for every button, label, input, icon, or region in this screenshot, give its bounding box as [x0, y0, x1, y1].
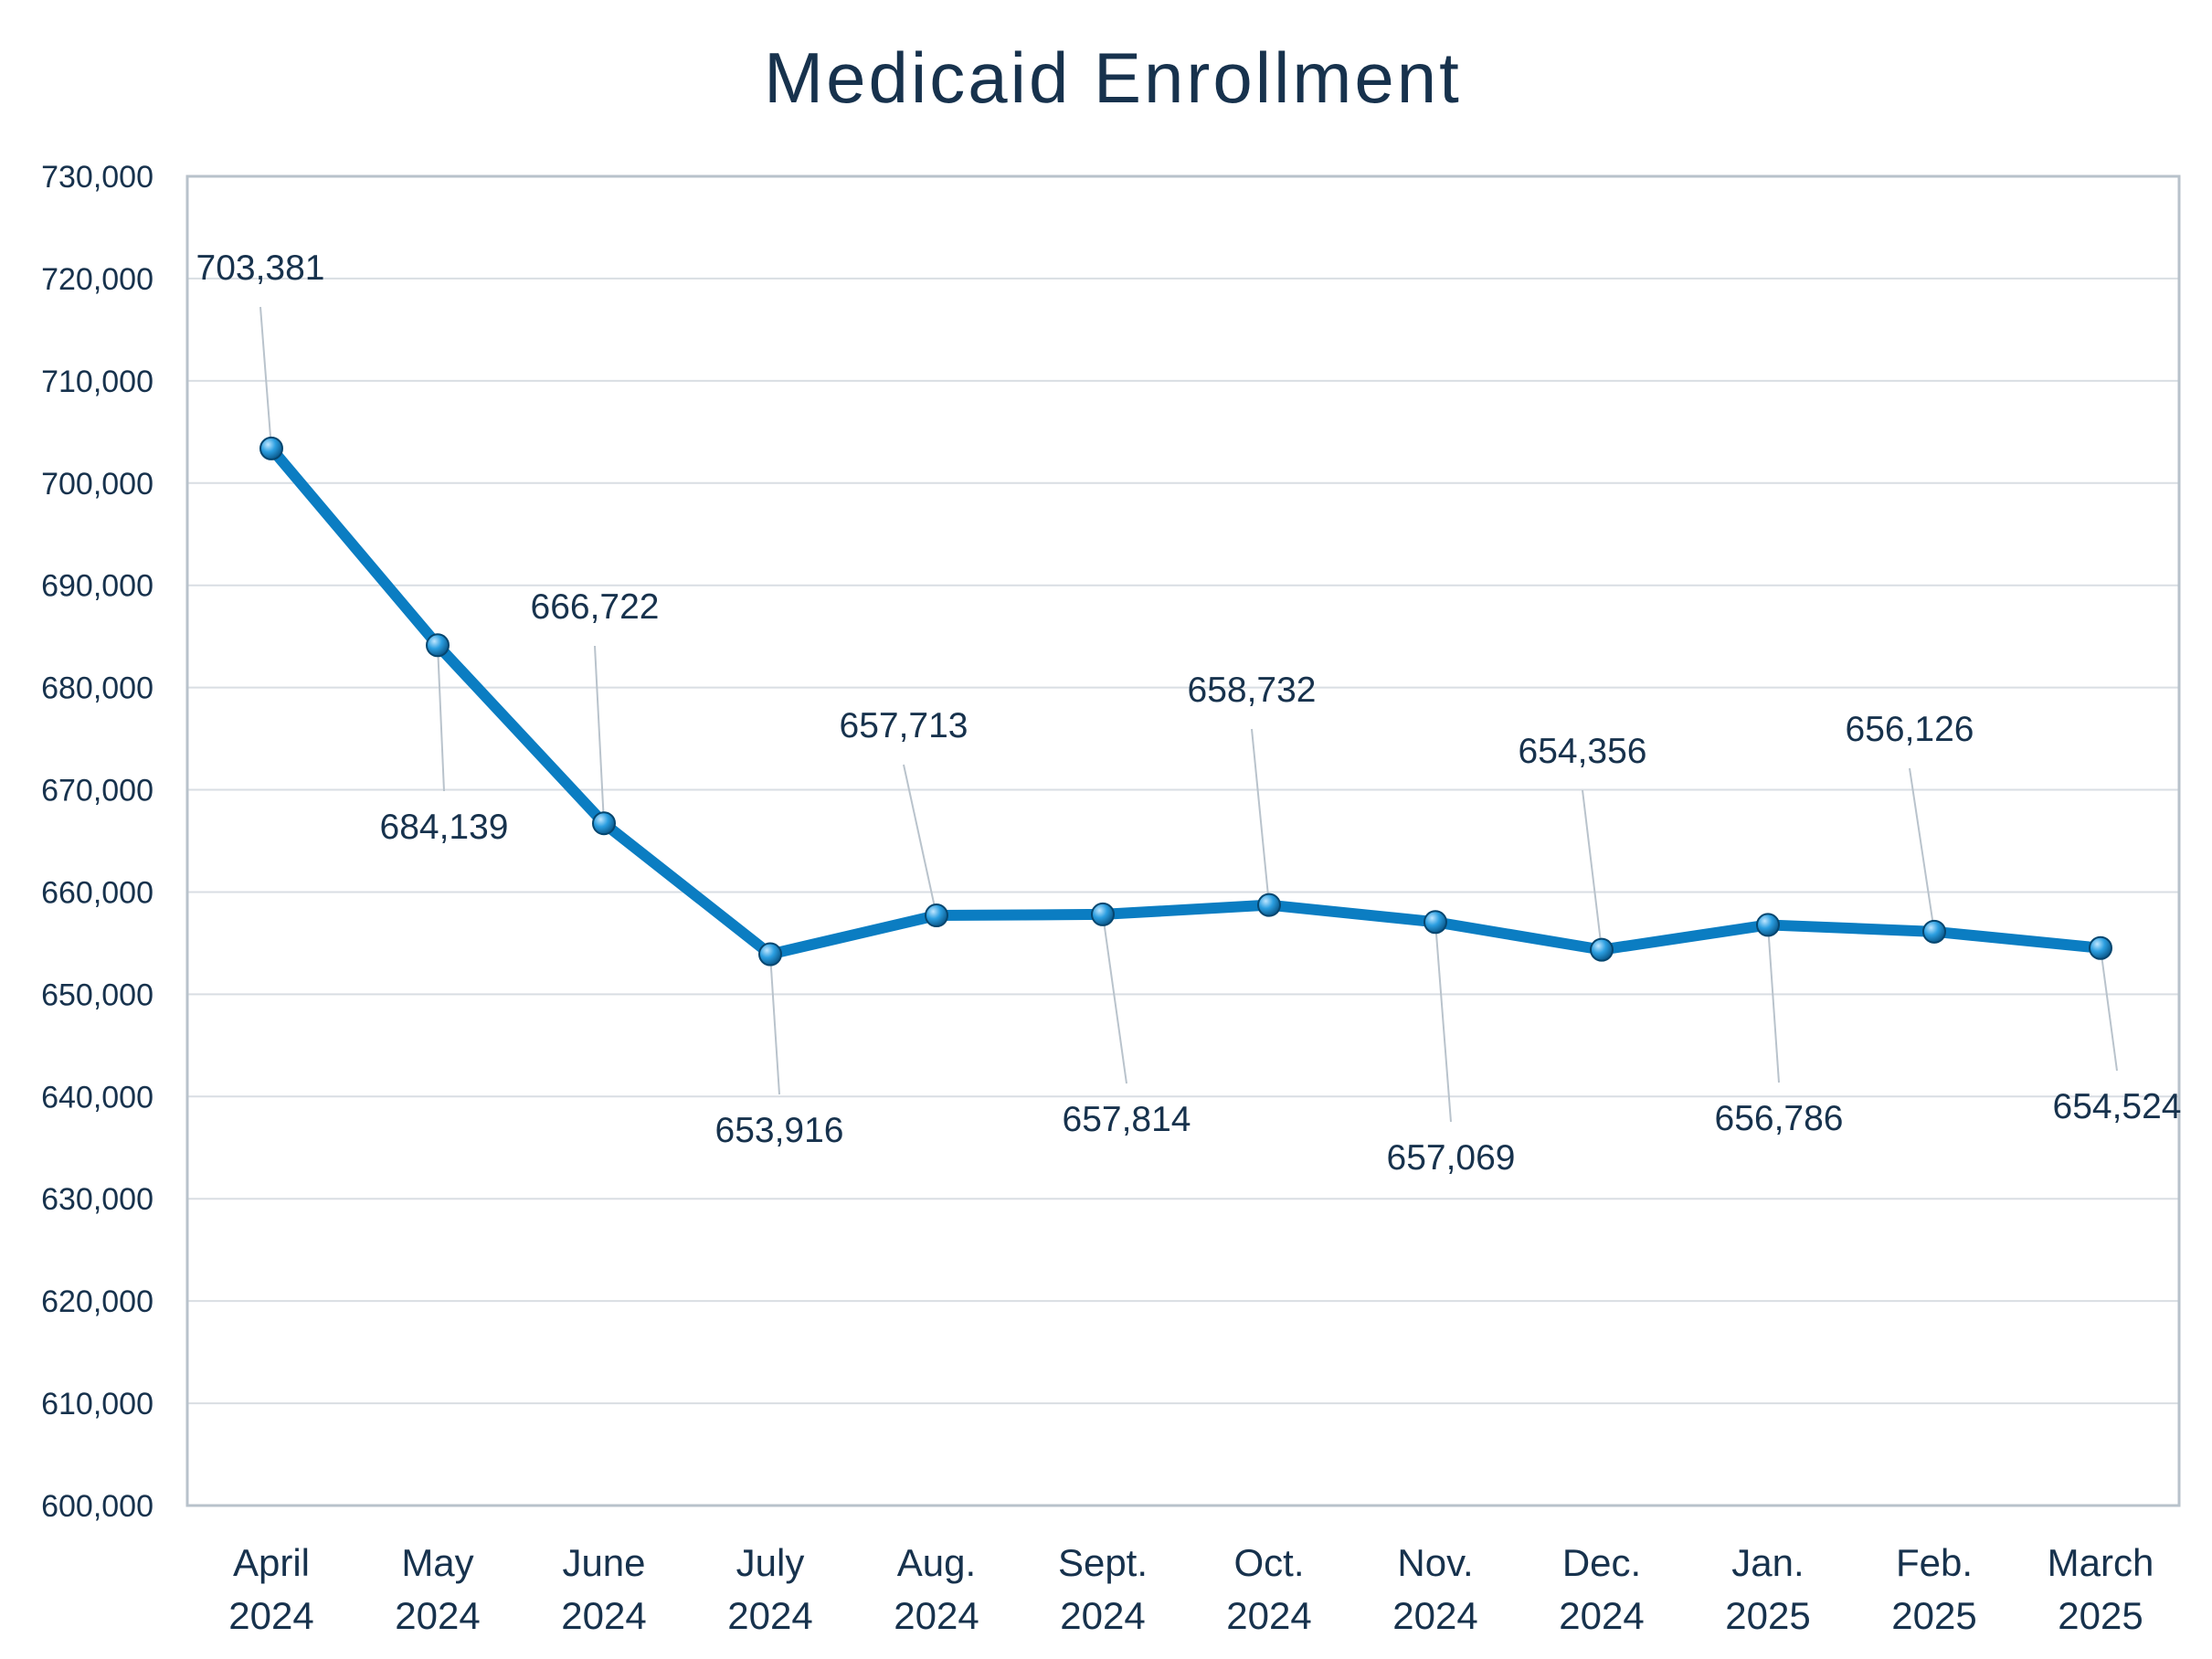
y-tick-label: 610,000 — [41, 1387, 153, 1421]
data-label-leader — [1909, 767, 1935, 932]
data-point-marker — [1424, 910, 1447, 935]
data-point-marker — [2089, 935, 2112, 960]
x-axis-ticks: April 2024 May 2024 June 2024 July 2024 Aug. 2024… — [228, 1541, 2154, 1637]
x-tick-label: 2024 — [561, 1594, 646, 1637]
x-tick-label: Aug. — [897, 1541, 976, 1584]
x-tick-label: 2025 — [2058, 1594, 2143, 1637]
y-tick-label: 680,000 — [41, 671, 153, 706]
x-tick-label: May — [401, 1541, 473, 1584]
data-point-marker — [758, 942, 782, 967]
data-label: 658,732 — [1188, 671, 1317, 710]
data-point-marker — [592, 811, 616, 836]
data-label-leader — [1251, 728, 1270, 905]
plot-area-frame — [185, 174, 2181, 1507]
x-tick-label: Sept. — [1058, 1541, 1148, 1584]
data-point-marker — [1257, 893, 1281, 917]
x-tick-label: March — [2048, 1541, 2154, 1584]
data-label-leader — [2100, 947, 2118, 1072]
y-tick-label: 720,000 — [41, 262, 153, 297]
chart-title: Medicaid Enrollment — [764, 37, 1462, 118]
x-tick-label: 2024 — [395, 1594, 480, 1637]
x-tick-label: 2024 — [1559, 1594, 1644, 1637]
x-tick-label: Oct. — [1233, 1541, 1304, 1584]
data-label: 654,524 — [2053, 1087, 2182, 1126]
data-label-leader — [594, 645, 605, 824]
series-line — [266, 442, 2106, 960]
data-label-leader — [259, 306, 272, 449]
data-label: 656,786 — [1715, 1099, 1844, 1138]
y-tick-label: 730,000 — [41, 160, 153, 195]
x-tick-label: 2024 — [1392, 1594, 1477, 1637]
data-point-marker — [1590, 937, 1614, 962]
x-tick-label: July — [736, 1541, 805, 1584]
y-tick-label: 710,000 — [41, 365, 153, 399]
data-label: 657,069 — [1387, 1138, 1516, 1178]
data-label: 656,126 — [1846, 710, 1974, 749]
data-label-leader — [1582, 789, 1603, 950]
data-label-leader — [437, 645, 445, 792]
x-tick-label: Dec. — [1562, 1541, 1641, 1584]
y-tick-label: 640,000 — [41, 1080, 153, 1115]
data-label: 666,722 — [531, 587, 660, 627]
x-tick-label: 2024 — [727, 1594, 812, 1637]
y-tick-label: 700,000 — [41, 467, 153, 502]
data-label: 654,356 — [1519, 732, 1647, 771]
data-label-leader — [903, 764, 937, 916]
data-label: 657,713 — [840, 706, 968, 745]
data-label-leaders — [259, 306, 2118, 1123]
x-tick-label: Feb. — [1896, 1541, 1973, 1584]
y-tick-label: 650,000 — [41, 977, 153, 1012]
y-tick-label: 600,000 — [41, 1489, 153, 1524]
y-tick-label: 620,000 — [41, 1284, 153, 1319]
data-labels: 703,381 684,139 666,722 653,916 657,713 657,8… — [196, 248, 2182, 1178]
y-tick-label: 690,000 — [41, 569, 153, 604]
data-label: 657,814 — [1063, 1100, 1191, 1139]
data-label-leader — [1767, 925, 1780, 1083]
data-point-marker — [1756, 913, 1780, 937]
y-tick-label: 670,000 — [41, 774, 153, 808]
data-point-marker — [925, 903, 948, 928]
y-axis-ticks: 600,000 610,000 620,000 630,000 640,000 650,0… — [41, 160, 153, 1524]
grid-lines — [187, 277, 2179, 1405]
data-label: 653,916 — [715, 1111, 844, 1150]
x-tick-label: 2025 — [1891, 1594, 1976, 1637]
x-tick-label: 2024 — [228, 1594, 313, 1637]
data-label-leader — [769, 954, 780, 1095]
x-tick-label: June — [562, 1541, 645, 1584]
series-layer — [259, 436, 2112, 967]
data-point-marker — [426, 633, 450, 658]
data-point-marker — [259, 436, 283, 460]
data-label-leader — [1434, 922, 1452, 1123]
x-tick-label: 2024 — [894, 1594, 979, 1637]
data-label: 703,381 — [196, 248, 325, 288]
y-tick-label: 630,000 — [41, 1182, 153, 1217]
data-label: 684,139 — [380, 808, 509, 847]
x-tick-label: Jan. — [1731, 1541, 1804, 1584]
data-point-marker — [1922, 919, 1946, 944]
x-tick-label: April — [233, 1541, 310, 1584]
data-label-leader — [1102, 914, 1127, 1084]
x-tick-label: 2024 — [1226, 1594, 1311, 1637]
x-tick-label: 2025 — [1725, 1594, 1810, 1637]
y-tick-label: 660,000 — [41, 875, 153, 910]
x-tick-label: 2024 — [1060, 1594, 1145, 1637]
data-point-marker — [1091, 902, 1115, 926]
x-tick-label: Nov. — [1397, 1541, 1473, 1584]
